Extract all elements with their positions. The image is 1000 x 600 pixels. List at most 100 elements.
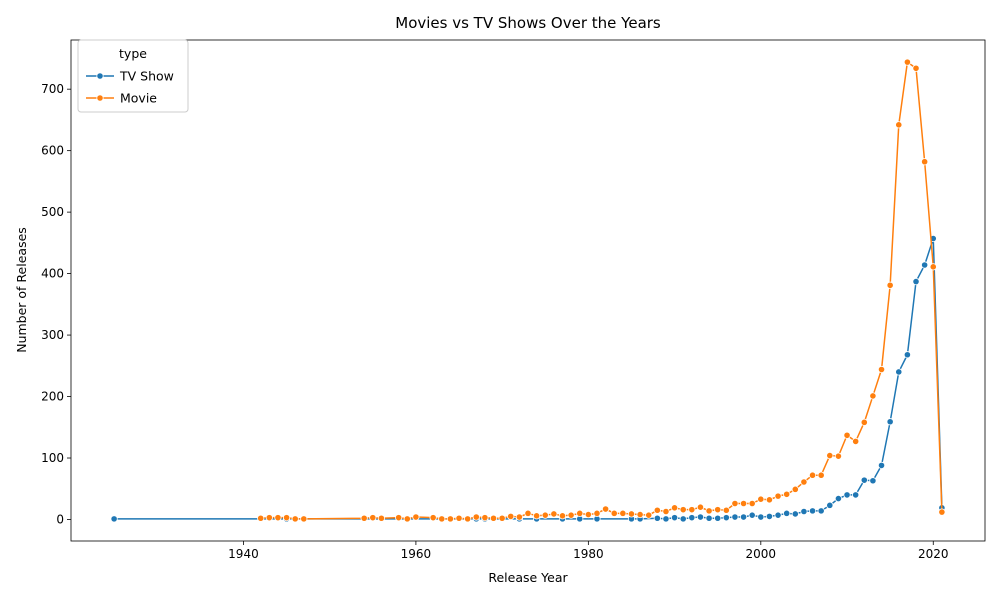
y-tick-label-300: 300 [41,328,64,342]
data-point-movie-1980 [584,510,592,519]
data-point-movie-1972 [515,513,523,521]
x-axis-label: Release Year [488,570,568,585]
data-point-tv-show-1998 [739,513,748,521]
data-point-tv-show-2014 [877,461,886,469]
data-point-tv-show-1989 [662,515,670,523]
data-point-movie-1983 [610,509,618,517]
data-point-movie-2017 [903,58,912,66]
data-point-tv-show-2015 [886,418,894,426]
data-point-movie-1986 [636,510,644,519]
data-point-movie-1978 [567,511,575,519]
data-point-movie-1988 [653,506,661,514]
data-point-movie-1997 [731,499,739,508]
data-point-movie-1954 [360,514,368,522]
data-point-movie-1996 [722,506,730,514]
legend-marker-tv-show [96,72,104,80]
legend-title: type [119,46,147,61]
data-point-movie-1975 [541,511,549,519]
x-tick-label-1940: 1940 [228,547,259,561]
data-point-tv-show-2003 [783,509,791,517]
data-point-movie-2013 [869,392,877,400]
data-point-tv-show-1993 [696,513,705,521]
data-point-tv-show-1996 [722,514,730,522]
data-point-movie-1956 [377,514,386,522]
data-point-tv-show-1991 [679,515,687,523]
x-tick-label-2020: 2020 [918,547,949,561]
data-point-movie-2005 [800,478,808,486]
data-point-movie-2016 [895,121,903,129]
data-point-movie-1963 [438,515,446,523]
data-point-movie-2004 [791,485,799,493]
data-point-movie-1966 [464,515,472,523]
legend-label-tv-show: TV Show [119,69,174,84]
data-point-movie-2019 [921,158,929,166]
data-point-movie-1992 [688,506,696,514]
data-point-movie-2000 [757,495,765,503]
y-tick-label-0: 0 [56,512,64,526]
data-point-movie-1970 [498,514,506,522]
data-point-movie-1977 [558,512,567,520]
axes-frame [70,39,986,542]
data-point-tv-show-2009 [834,494,843,503]
data-point-tv-show-2012 [860,476,868,484]
data-point-movie-1993 [696,503,705,511]
data-point-movie-1964 [446,515,454,523]
data-point-movie-1982 [601,505,610,513]
data-point-tv-show-2017 [903,351,912,359]
data-point-movie-2008 [826,451,834,460]
data-point-movie-1965 [455,514,463,522]
y-tick-label-400: 400 [41,267,64,281]
data-point-movie-1947 [300,515,308,523]
y-tick-label-200: 200 [41,390,64,404]
data-point-movie-2014 [877,365,886,374]
data-point-tv-show-2001 [765,512,774,521]
data-point-movie-2011 [852,437,860,446]
data-point-tv-show-1988 [653,514,661,522]
data-point-tv-show-2006 [808,507,817,515]
data-point-movie-1945 [282,514,291,522]
chart-title: Movies vs TV Shows Over the Years [395,14,661,32]
data-point-movie-2006 [808,471,817,479]
data-point-tv-show-1995 [714,514,722,522]
legend-label-movie: Movie [120,91,157,106]
data-point-movie-1967 [472,513,480,521]
data-point-movie-2012 [860,418,868,426]
x-tick-label-2000: 2000 [746,547,777,561]
x-tick-label-1980: 1980 [573,547,604,561]
data-point-movie-2001 [765,496,774,504]
x-tick-label-1960: 1960 [401,547,432,561]
data-point-movie-1985 [627,510,636,518]
y-tick-label-600: 600 [41,144,64,158]
legend-marker-movie [96,94,104,102]
data-point-tv-show-1997 [731,513,739,521]
y-tick-label-500: 500 [41,205,64,219]
data-point-movie-1979 [576,509,584,517]
data-point-tv-show-2011 [852,491,860,499]
data-point-movie-1989 [662,507,670,516]
data-point-movie-1987 [645,511,653,519]
legend: type TV Show Movie [77,39,189,113]
legend-box [77,39,189,113]
data-point-movie-2002 [774,492,782,500]
data-point-movie-1976 [550,510,558,518]
data-point-movie-1946 [291,515,299,523]
data-point-movie-1994 [705,507,713,515]
data-point-tv-show-2018 [912,277,920,286]
data-point-tv-show-2007 [817,507,825,515]
y-tick-label-100: 100 [41,451,64,465]
data-point-movie-1990 [670,504,679,512]
data-point-movie-1999 [748,499,756,508]
data-point-tv-show-1925 [110,515,118,523]
data-point-tv-show-2016 [895,368,903,376]
data-point-tv-show-1992 [688,514,696,522]
data-point-movie-1981 [593,509,601,517]
data-point-movie-2010 [843,431,851,439]
data-point-movie-1959 [403,515,411,523]
data-point-movie-2020 [929,263,937,271]
data-point-tv-show-2010 [843,491,851,499]
data-point-movie-1958 [395,514,403,522]
data-point-tv-show-2019 [921,261,929,269]
data-point-movie-1955 [369,514,377,522]
data-point-movie-1960 [412,513,420,521]
